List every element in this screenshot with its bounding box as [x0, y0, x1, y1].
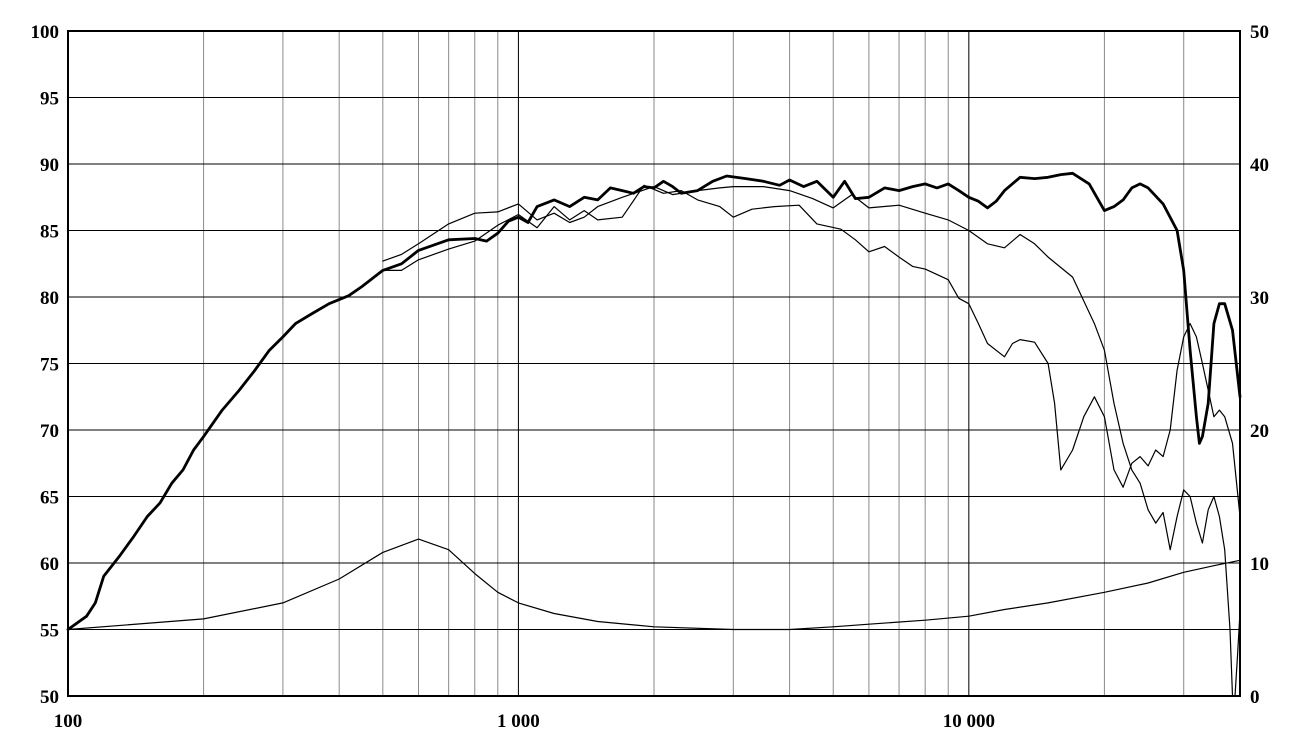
series-line-3: [382, 184, 1241, 518]
y-tick-label: 95: [40, 89, 59, 110]
x-tick-label: 1 000: [497, 711, 540, 732]
y2-tick-label: 20: [1250, 421, 1269, 442]
y-tick-label: 75: [40, 355, 59, 376]
y-tick-label: 55: [40, 621, 59, 642]
y2-tick-label: 40: [1250, 155, 1269, 176]
y-tick-label: 65: [40, 488, 59, 509]
y-tick-label: 60: [40, 554, 59, 575]
y-tick-label: 80: [40, 288, 59, 309]
plot-frame: [67, 30, 1241, 697]
y2-tick-label: 0: [1250, 687, 1260, 708]
y-axis-right-ticks: 0 10 20 30 40 50: [1250, 22, 1269, 708]
x-tick-label: 10 000: [943, 711, 995, 732]
y-tick-label: 50: [40, 687, 59, 708]
series-line-2: [382, 186, 1241, 697]
x-tick-label: 100: [54, 711, 83, 732]
series-layer: [66, 171, 1242, 697]
series-line-4: [67, 538, 1241, 631]
series-line-1: [66, 171, 1242, 631]
y-tick-label: 90: [40, 155, 59, 176]
y2-tick-label: 30: [1250, 288, 1269, 309]
major-gridlines: [68, 31, 1240, 696]
y-tick-label: 85: [40, 222, 59, 243]
y-tick-label: 70: [40, 421, 59, 442]
y2-tick-label: 10: [1250, 554, 1269, 575]
y-tick-label: 100: [31, 22, 60, 43]
x-axis-ticks: 100 1 000 10 000: [54, 711, 995, 732]
y2-tick-label: 50: [1250, 22, 1269, 43]
y-axis-left-ticks: 50 55 60 65 70 75 80 85 90 95 100: [31, 22, 60, 708]
